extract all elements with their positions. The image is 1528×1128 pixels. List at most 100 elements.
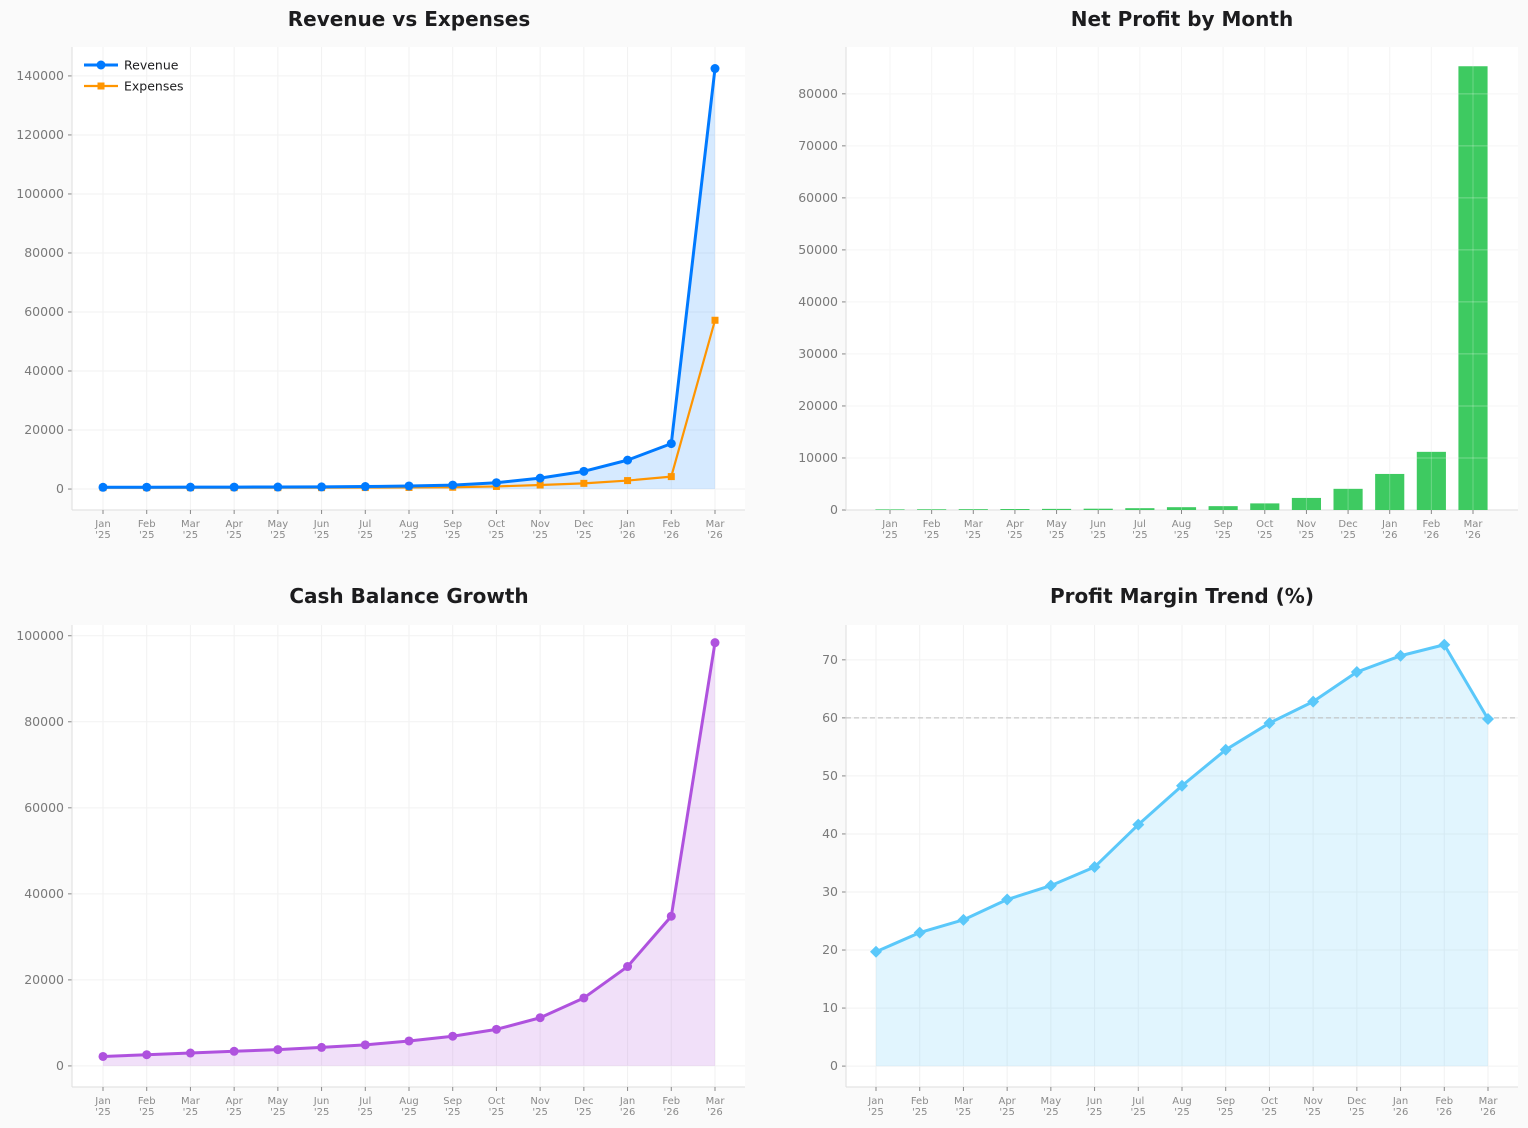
series-point: [1044, 879, 1057, 892]
x-tick-line: Jul: [1131, 1096, 1144, 1107]
y-tick-label: 40000: [24, 363, 64, 378]
y-tick-label: 20000: [798, 398, 838, 413]
x-tick-line: Nov: [530, 1096, 550, 1107]
y-tick-label: 20000: [24, 972, 64, 987]
series-point: [579, 993, 589, 1003]
x-tick-label: Mar '25: [181, 519, 201, 541]
y-tick-label: 60: [822, 710, 838, 725]
x-tick-line: Nov: [1303, 1096, 1323, 1107]
x-tick-label: Feb '25: [923, 519, 941, 541]
series-point: [1263, 717, 1276, 730]
x-tick-label: Sep '25: [1214, 519, 1233, 541]
x-tick-label: Sep '25: [1216, 1096, 1235, 1118]
series-point: [491, 1024, 501, 1034]
x-tick-line: '25: [1174, 530, 1189, 541]
x-tick-label: Nov '25: [1303, 1096, 1323, 1118]
x-tick-label: Nov '25: [1297, 519, 1317, 541]
x-tick-line: '25: [358, 1107, 373, 1118]
x-tick-line: Feb: [138, 1096, 156, 1107]
y-tick-label: 100000: [16, 628, 64, 643]
x-tick-label: Feb '26: [1422, 519, 1440, 541]
x-tick-label: Mar '26: [706, 1096, 726, 1118]
bar-13: [1375, 473, 1405, 510]
y-tick-label: 60000: [24, 304, 64, 319]
x-tick-line: '25: [445, 1107, 460, 1118]
x-tick-line: Oct: [488, 519, 505, 530]
series-point: [1176, 779, 1188, 792]
x-tick-label: May '25: [1041, 1096, 1062, 1118]
x-tick-line: '25: [532, 1107, 547, 1118]
bar-8: [1166, 507, 1197, 510]
x-tick-line: Jun: [313, 1096, 330, 1107]
x-tick-line: May: [268, 519, 289, 530]
x-tick-line: Nov: [1297, 519, 1317, 530]
series-point: [404, 1036, 414, 1046]
revenue-point: [666, 439, 676, 449]
x-tick-label: Feb '26: [662, 519, 680, 541]
x-tick-line: '25: [1340, 530, 1355, 541]
y-tick-label: 80000: [24, 245, 64, 260]
x-tick-label: Nov '25: [530, 519, 550, 541]
x-tick-line: Jan: [881, 519, 897, 530]
y-tick-label: 30000: [798, 346, 838, 361]
x-tick-line: Feb: [662, 519, 680, 530]
x-tick-line: '25: [576, 1107, 591, 1118]
x-tick-line: Aug: [1172, 519, 1192, 530]
x-tick-line: '25: [183, 530, 198, 541]
series-point: [360, 1040, 370, 1050]
x-tick-label: Nov '25: [530, 1096, 550, 1118]
x-tick-label: Mar '25: [181, 1096, 201, 1118]
x-tick-line: '25: [1174, 1107, 1189, 1118]
x-tick-label: Feb '25: [138, 519, 156, 541]
x-tick-label: Oct '25: [488, 519, 505, 541]
series-point: [1088, 861, 1101, 874]
x-tick-label: Aug '25: [1172, 1096, 1192, 1118]
x-tick-label: Dec '25: [574, 1096, 593, 1118]
x-tick-line: '25: [999, 1107, 1014, 1118]
revenue-point: [273, 482, 283, 492]
bar-4: [1000, 509, 1030, 510]
x-tick-line: '25: [1049, 530, 1064, 541]
x-tick-label: Aug '25: [399, 519, 419, 541]
y-tick-label: 40000: [24, 886, 64, 901]
x-tick-line: Jul: [358, 519, 371, 530]
x-tick-line: '26: [664, 1107, 679, 1118]
revenue-point: [710, 64, 720, 74]
x-tick-line: '25: [226, 1107, 241, 1118]
x-tick-line: '25: [882, 530, 897, 541]
x-tick-line: Mar: [1464, 519, 1484, 530]
x-tick-line: Sep: [443, 1096, 462, 1107]
revenue-point: [360, 482, 370, 492]
x-tick-line: Apr: [1006, 519, 1024, 530]
x-tick-line: May: [1046, 519, 1067, 530]
x-tick-label: Jun '25: [1089, 519, 1106, 541]
y-tick-label: 0: [830, 1058, 838, 1073]
series-point: [1307, 695, 1320, 708]
x-tick-line: Dec: [1338, 519, 1357, 530]
x-tick-line: Oct: [488, 1096, 505, 1107]
y-tick-label: 0: [830, 502, 838, 517]
x-tick-line: '25: [1262, 1107, 1277, 1118]
x-tick-line: Dec: [574, 519, 593, 530]
chart-title: Revenue vs Expenses: [288, 7, 531, 31]
x-tick-label: Jan '25: [94, 519, 110, 541]
x-tick-label: Feb '26: [1435, 1096, 1453, 1118]
y-tick-label: 120000: [16, 127, 64, 142]
x-tick-line: '26: [707, 530, 722, 541]
series-point: [317, 1042, 327, 1052]
x-tick-line: Mar: [181, 1096, 201, 1107]
y-tick-label: 60000: [24, 800, 64, 815]
x-tick-line: '25: [1257, 530, 1272, 541]
area-fill: [876, 644, 1488, 1067]
expenses-point: [711, 316, 719, 324]
series-point: [1132, 818, 1145, 831]
x-tick-line: Feb: [138, 519, 156, 530]
x-tick-line: Aug: [1172, 1096, 1192, 1107]
x-tick-line: '25: [1131, 1107, 1146, 1118]
x-tick-line: '25: [576, 530, 591, 541]
x-tick-line: Dec: [574, 1096, 593, 1107]
x-tick-line: '25: [1087, 1107, 1102, 1118]
x-tick-label: Oct '25: [1256, 519, 1273, 541]
x-tick-line: Jul: [358, 1096, 371, 1107]
x-tick-line: '25: [1132, 530, 1147, 541]
